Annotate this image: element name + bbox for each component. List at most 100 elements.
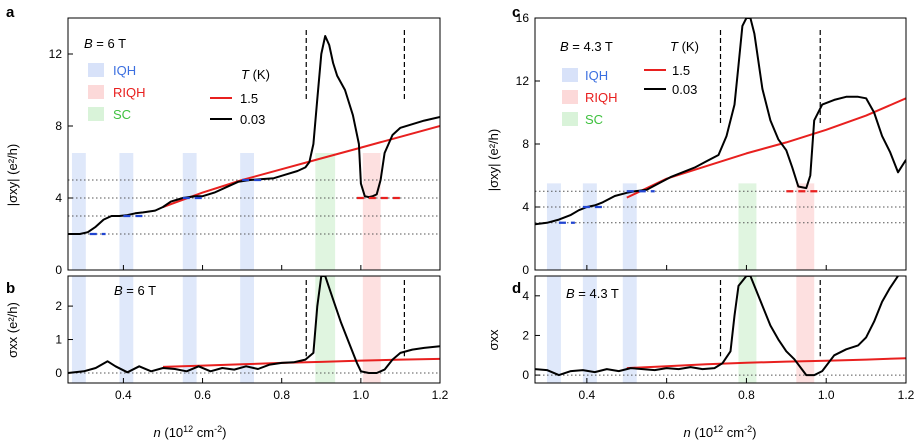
xtick-label: 1.0 — [818, 388, 835, 402]
ytick-label: 16 — [516, 11, 530, 25]
axes-frame — [67, 17, 441, 271]
band-iqh — [582, 183, 597, 270]
legend-label-iqh: IQH — [585, 68, 608, 83]
ytick-label: 12 — [49, 47, 63, 61]
band-sc — [738, 183, 757, 270]
xtick-label: 0.4 — [115, 388, 132, 402]
series-line-1.5 — [162, 125, 440, 208]
band-iqh — [182, 276, 197, 383]
ytick-label: 0 — [55, 263, 62, 277]
series-line-1.5 — [626, 357, 906, 370]
xtick-label: 1.0 — [353, 388, 370, 402]
ytick-label: 12 — [516, 74, 530, 88]
legend-a: IQH RIQH SC T (K) 1.5 0.03 — [88, 63, 270, 127]
legend-label-riqh: RIQH — [585, 90, 618, 105]
band-iqh — [240, 276, 254, 383]
panel-label-c: c — [512, 4, 520, 21]
legend-swatch-iqh — [88, 63, 104, 77]
field-label-d: B = 4.3 T — [566, 286, 619, 301]
panel-a: a 0 4 8 12 |σxy| (e²/h) B = 6 T IQH RIQH SC… — [5, 4, 441, 277]
band-iqh — [71, 153, 86, 270]
xtick-label: 1.2 — [898, 388, 915, 402]
plot-area-d: 0 2 4 0.4 0.6 0.8 1.0 1.2 — [522, 275, 915, 402]
panel-label-a: a — [6, 4, 15, 21]
panel-label-b: b — [6, 280, 15, 297]
ytick-label: 2 — [522, 328, 529, 342]
ytick-label: 0 — [55, 366, 62, 380]
legend-swatch-sc — [562, 112, 578, 126]
band-iqh — [71, 276, 86, 383]
field-label-c: B = 4.3 T — [560, 39, 613, 54]
band-iqh — [582, 276, 597, 383]
band-riqh — [796, 183, 815, 270]
band-iqh — [546, 276, 561, 383]
band-iqh — [119, 276, 134, 383]
plot-content — [535, 276, 906, 383]
legend-swatch-riqh — [562, 90, 578, 104]
xtick-label: 1.2 — [432, 388, 449, 402]
series-line-0.03 — [535, 18, 906, 226]
band-riqh — [796, 276, 815, 383]
band-sc — [315, 276, 336, 383]
panel-b: b 0 1 2 0.4 0.6 0.8 1.0 1.2 σxx (e²/h) B = 6 T — [5, 275, 449, 402]
xtick-label: 0.8 — [738, 388, 755, 402]
series-line-0.03 — [535, 276, 899, 377]
ytick-label: 8 — [55, 119, 62, 133]
legend-label-cold: 0.03 — [240, 112, 265, 127]
plot-area-b: 0 1 2 0.4 0.6 0.8 1.0 1.2 — [55, 275, 449, 402]
band-iqh — [119, 153, 134, 270]
legend-temp-title: T (K) — [241, 67, 270, 82]
series-line-0.03 — [68, 35, 440, 235]
ytick-label: 0 — [522, 368, 529, 382]
ylabel-b: σxx (e²/h) — [5, 302, 20, 358]
xtick-label: 0.6 — [194, 388, 211, 402]
band-iqh — [622, 183, 637, 270]
band-sc — [738, 276, 757, 383]
axes-frame — [534, 275, 907, 384]
plot-area-a: 0 4 8 12 — [49, 17, 441, 277]
xtick-label: 0.6 — [658, 388, 675, 402]
ytick-label: 0 — [522, 263, 529, 277]
band-iqh — [546, 183, 561, 270]
field-label-a: B = 6 T — [84, 36, 126, 51]
series-line-1.5 — [626, 97, 906, 199]
legend-label-iqh: IQH — [113, 63, 136, 78]
xlabel-right: n (1012 cm-2) — [684, 424, 757, 440]
series-line-0.03 — [68, 276, 440, 374]
legend-label-hot: 1.5 — [240, 91, 258, 106]
ytick-label: 4 — [522, 200, 529, 214]
band-iqh — [182, 153, 197, 270]
band-iqh — [240, 153, 254, 270]
panel-c: c 0 4 8 12 16 |σxy| (e²/h) B = 4.3 T IQH RIQ… — [486, 4, 907, 277]
legend-temp-title: T (K) — [670, 39, 699, 54]
legend-swatch-sc — [88, 107, 104, 121]
xlabel-left: n (1012 cm-2) — [154, 424, 227, 440]
legend-swatch-iqh — [562, 68, 578, 82]
plot-content — [535, 18, 906, 270]
ytick-label: 1 — [55, 333, 62, 347]
panel-label-d: d — [512, 280, 521, 297]
plot-content — [68, 276, 440, 383]
legend-label-riqh: RIQH — [113, 85, 146, 100]
xtick-label: 0.8 — [273, 388, 290, 402]
band-iqh — [622, 276, 637, 383]
ylabel-c: |σxy| (e²/h) — [486, 129, 501, 191]
legend-label-cold: 0.03 — [672, 82, 697, 97]
ytick-label: 4 — [55, 191, 62, 205]
legend-swatch-riqh — [88, 85, 104, 99]
panel-d: d 0 2 4 0.4 0.6 0.8 1.0 1.2 σxx B = 4.3 T — [486, 275, 915, 402]
ylabel-d: σxx — [486, 329, 501, 351]
plot-area-c: 0 4 8 12 16 — [516, 11, 907, 277]
legend-label-sc: SC — [585, 112, 603, 127]
ylabel-a: |σxy| (e²/h) — [5, 144, 20, 206]
field-label-b: B = 6 T — [114, 283, 156, 298]
band-riqh — [362, 153, 381, 270]
plot-content — [68, 30, 440, 270]
band-riqh — [362, 276, 381, 383]
xtick-label: 0.4 — [579, 388, 596, 402]
legend-c: IQH RIQH SC T (K) 1.5 0.03 — [562, 39, 699, 127]
ytick-label: 4 — [522, 289, 529, 303]
legend-label-hot: 1.5 — [672, 63, 690, 78]
band-sc — [315, 153, 336, 270]
